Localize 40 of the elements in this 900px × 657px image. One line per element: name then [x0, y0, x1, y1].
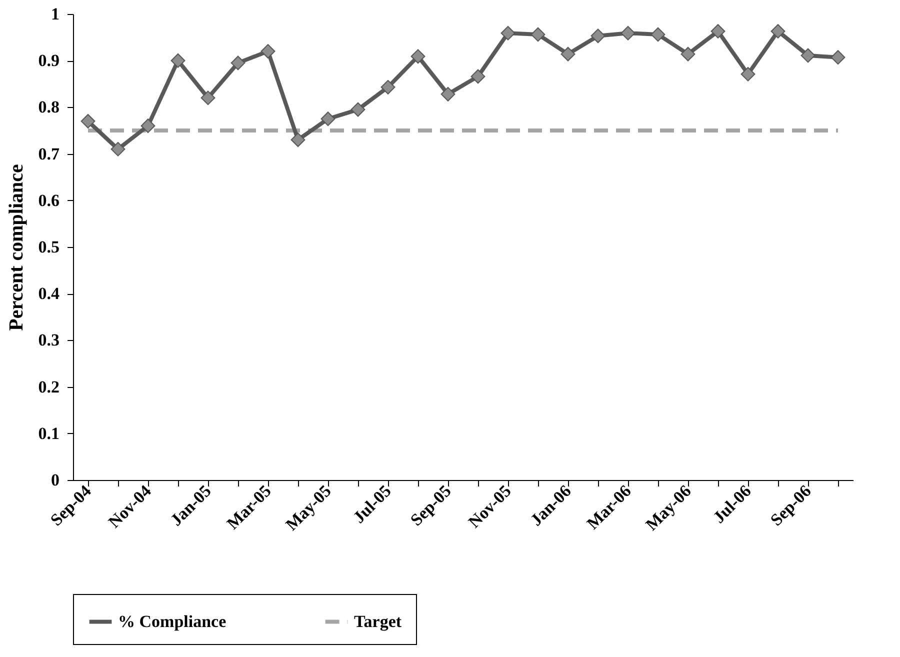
y-tick-label: 0.1 [38, 424, 60, 443]
point [170, 53, 186, 68]
point [80, 114, 96, 128]
y-tick-label: 0.2 [38, 377, 60, 396]
point [710, 24, 726, 38]
y-tick-label: 1 [51, 4, 60, 24]
legend-label: Target [354, 612, 402, 631]
point [350, 102, 366, 117]
point [380, 80, 396, 94]
point [500, 26, 516, 40]
point [290, 132, 306, 148]
point [800, 48, 816, 63]
point [320, 112, 336, 126]
point [620, 26, 636, 40]
point [560, 46, 576, 62]
y-tick-label: 0.9 [38, 51, 60, 70]
point [200, 90, 216, 106]
point [440, 86, 456, 102]
legend-label: % Compliance [118, 612, 227, 631]
y-tick-label: 0 [51, 470, 60, 490]
point [740, 66, 756, 82]
point [140, 118, 156, 134]
y-tick-label: 0.3 [38, 330, 60, 350]
y-tick-label: 0.7 [38, 144, 60, 164]
y-tick-label: 0.5 [38, 238, 60, 256]
y-axis-title: Percent compliance [5, 164, 28, 331]
point [680, 46, 696, 62]
y-tick-label: 0.8 [38, 98, 60, 117]
point [470, 69, 486, 84]
point [650, 27, 666, 42]
point [260, 44, 276, 58]
point [410, 49, 426, 64]
point [530, 27, 546, 42]
point [830, 50, 846, 65]
y-tick-label: 0.6 [38, 190, 60, 210]
point [110, 142, 126, 156]
y-tick-label: 0.4 [38, 284, 60, 304]
point [230, 56, 246, 70]
point [590, 28, 606, 44]
point [770, 24, 786, 38]
